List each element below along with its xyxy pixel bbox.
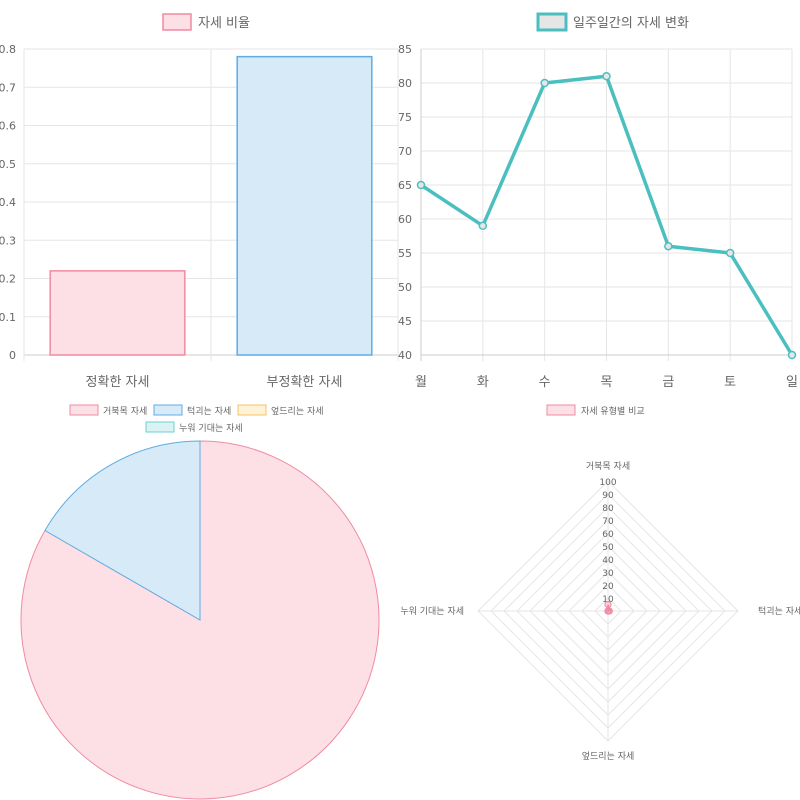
y-tick-label: 0.4 [0, 196, 16, 209]
x-tick-label: 토 [724, 375, 736, 390]
y-tick-label: 45 [398, 315, 412, 328]
radar-axis-label: 엎드리는 자세 [582, 750, 635, 762]
x-tick-label: 일 [786, 375, 798, 390]
y-tick-label: 0.1 [0, 311, 16, 324]
legend-swatch[interactable] [546, 404, 576, 416]
radar-tick-label: 10 [602, 595, 614, 605]
bar[interactable] [236, 55, 373, 356]
radar-axis-label: 턱괴는 자세 [758, 605, 800, 617]
x-tick-label: 정확한 자세 [86, 375, 150, 390]
legend-swatch[interactable] [237, 404, 267, 416]
data-point[interactable] [787, 350, 797, 360]
legend-label[interactable]: 자세 비율 [198, 16, 250, 31]
y-tick-label: 0.7 [0, 81, 16, 94]
legend-swatch[interactable] [153, 404, 183, 416]
radar-tick-label: 20 [602, 582, 614, 592]
y-tick-label: 0.6 [0, 120, 16, 133]
data-point[interactable] [664, 241, 673, 251]
radar-tick-label: 90 [602, 491, 614, 501]
legend-swatch[interactable] [162, 13, 192, 31]
bar-chart: 자세 비율 0 0.1 0.2 0.3 0.4 0.5 0.6 0.7 0.8 정확한 자세 부정확한… [0, 13, 399, 390]
x-tick-label: 목 [601, 375, 613, 390]
pie-slice[interactable] [44, 440, 201, 621]
legend-swatch[interactable] [536, 12, 568, 32]
radar-tick-label: 50 [602, 543, 614, 553]
radar-point[interactable] [604, 600, 612, 609]
x-tick-label: 월 [415, 375, 427, 390]
y-tick-label: 0.3 [0, 234, 16, 247]
data-point[interactable] [725, 248, 735, 258]
legend-label[interactable]: 엎드리는 자세 [271, 405, 324, 417]
line-chart: 일주일간의 자세 변화 40 45 50 55 60 65 70 75 80 85 월 화 수 목 금 토 일 [398, 12, 798, 390]
legend-label[interactable]: 일주일간의 자세 변화 [573, 16, 689, 31]
y-tick-label: 0.2 [0, 273, 16, 286]
data-point[interactable] [416, 180, 426, 190]
legend-swatch[interactable] [69, 404, 99, 416]
radar-chart: 자세 유형별 비교 10 20 30 40 50 60 70 80 90 100 거북목 자세턱괴는 … [400, 404, 800, 762]
data-point[interactable] [602, 71, 611, 81]
y-tick-label: 70 [398, 145, 412, 158]
radar-tick-label: 30 [602, 569, 614, 579]
y-tick-label: 50 [398, 281, 412, 294]
radar-axis-label: 거북목 자세 [586, 461, 630, 472]
x-tick-label: 화 [477, 375, 489, 390]
radar-tick-label: 40 [602, 556, 614, 566]
radar-tick-label: 70 [602, 517, 614, 527]
y-tick-label: 0.5 [0, 158, 16, 171]
legend-label[interactable]: 거북목 자세 [103, 406, 147, 417]
y-tick-label: 85 [398, 43, 412, 56]
radar-axis-label: 누워 기대는 자세 [400, 606, 464, 617]
y-tick-label: 60 [398, 213, 412, 226]
legend-label[interactable]: 자세 유형별 비교 [581, 406, 645, 417]
legend-label[interactable]: 누워 기대는 자세 [179, 423, 243, 434]
radar-tick-label: 60 [602, 530, 614, 540]
bar[interactable] [49, 270, 186, 356]
x-tick-label: 부정확한 자세 [267, 375, 343, 390]
legend-swatch[interactable] [145, 421, 175, 433]
data-point[interactable] [478, 221, 488, 231]
y-tick-label: 65 [398, 179, 412, 192]
radar-point[interactable] [604, 607, 612, 615]
y-tick-label: 75 [398, 111, 412, 124]
y-tick-label: 0.8 [0, 43, 16, 56]
y-tick-label: 0 [9, 349, 16, 362]
x-tick-label: 수 [539, 375, 551, 390]
radar-tick-label: 80 [602, 504, 614, 514]
radar-tick-label: 100 [599, 478, 616, 488]
data-point[interactable] [540, 78, 549, 88]
y-tick-label: 40 [398, 349, 412, 362]
y-tick-label: 55 [398, 247, 412, 260]
y-tick-label: 80 [398, 77, 412, 90]
x-tick-label: 금 [662, 375, 674, 390]
legend-label[interactable]: 턱괴는 자세 [187, 405, 231, 417]
